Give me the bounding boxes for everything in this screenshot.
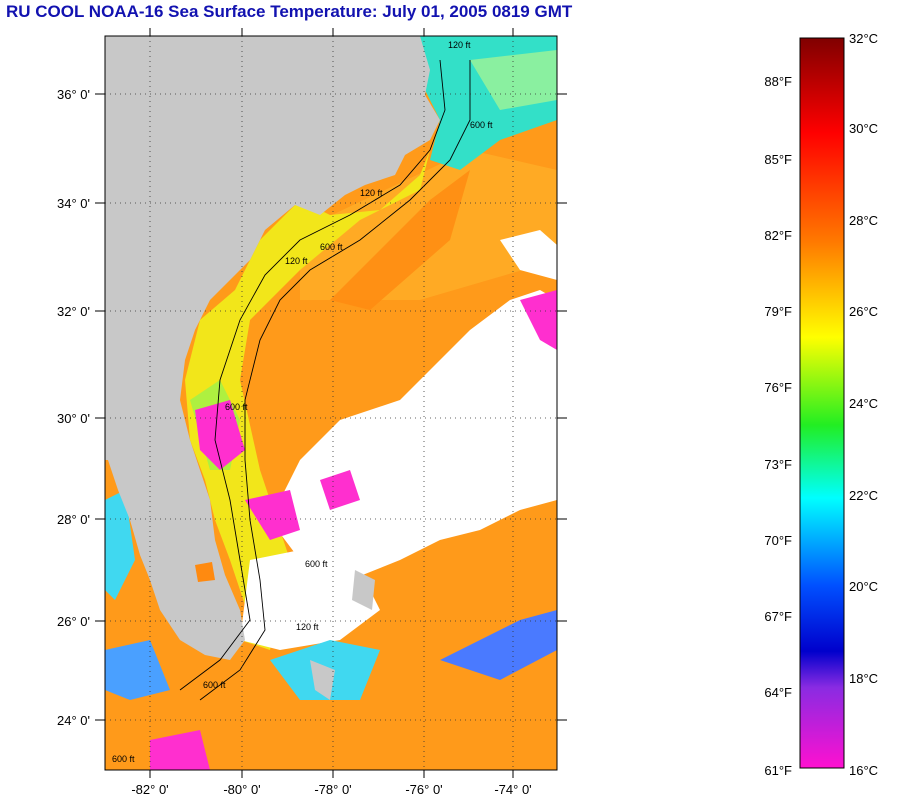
cloud-mass-east: [270, 290, 557, 580]
celsius-label-30: 30°C: [849, 121, 878, 136]
fahrenheit-label-88: 88°F: [764, 74, 792, 89]
fahrenheit-label-61: 61°F: [764, 763, 792, 778]
fahrenheit-label-67: 67°F: [764, 609, 792, 624]
map-border: [104, 35, 558, 771]
cool-south-4: [105, 490, 135, 600]
lat-label-28: 28° 0': [57, 512, 90, 527]
isobath-label: 600 ft: [203, 680, 226, 690]
fahrenheit-label-85: 85°F: [764, 152, 792, 167]
cloud-patch-north: [500, 230, 557, 280]
isobath-label: 600 ft: [305, 559, 328, 569]
map-title: RU COOL NOAA-16 Sea Surface Temperature:…: [6, 2, 573, 21]
land-southeast-us: [105, 36, 440, 660]
celsius-label-20: 20°C: [849, 579, 878, 594]
celsius-label-22: 22°C: [849, 488, 878, 503]
lon-label-82: -82° 0': [131, 782, 168, 797]
celsius-label-28: 28°C: [849, 213, 878, 228]
isobath-label: 600 ft: [320, 242, 343, 252]
celsius-label-26: 26°C: [849, 304, 878, 319]
celsius-label-16: 16°C: [849, 763, 878, 778]
celsius-label-32: 32°C: [849, 31, 878, 46]
map-image-layer: [105, 36, 557, 770]
isobath-label: 600 ft: [225, 402, 248, 412]
cold-pixels-2: [245, 490, 300, 540]
fahrenheit-label-70: 70°F: [764, 533, 792, 548]
isobath-label: 600 ft: [470, 120, 493, 130]
ocean-cool-northeast-2: [470, 50, 557, 110]
lon-label-80: -80° 0': [223, 782, 260, 797]
lat-label-24: 24° 0': [57, 713, 90, 728]
isobath-labels: 120 ft 600 ft 120 ft 600 ft 120 ft 600 f…: [112, 40, 493, 764]
lat-label-26: 26° 0': [57, 614, 90, 629]
cloud-mass-south: [240, 550, 380, 650]
cool-south-2: [105, 640, 170, 700]
isobath-label: 120 ft: [285, 256, 308, 266]
lat-label-32: 32° 0': [57, 304, 90, 319]
fahrenheit-label-79: 79°F: [764, 304, 792, 319]
isobath-label: 120 ft: [296, 622, 319, 632]
land-bahamas-2: [310, 660, 335, 700]
land-bahamas-1: [352, 570, 375, 610]
ocean-coastal-band: [185, 150, 430, 650]
lon-label-74: -74° 0': [494, 782, 531, 797]
lat-label-30: 30° 0': [57, 411, 90, 426]
lat-label-36: 36° 0': [57, 87, 90, 102]
fahrenheit-label-73: 73°F: [764, 457, 792, 472]
isobath-label: 120 ft: [360, 188, 383, 198]
colorbar-gradient: [799, 37, 845, 769]
lon-ticks: [149, 28, 514, 778]
isobath-label: 600 ft: [112, 754, 135, 764]
ocean-gulfstream-core: [330, 170, 470, 310]
graticule: [105, 36, 557, 770]
fahrenheit-label-82: 82°F: [764, 228, 792, 243]
lat-label-34: 34° 0': [57, 196, 90, 211]
cold-pixels-3: [520, 290, 557, 350]
isobath-120ft: [179, 59, 446, 691]
celsius-label-24: 24°C: [849, 396, 878, 411]
celsius-label-18: 18°C: [849, 671, 878, 686]
cold-pixels-1: [195, 400, 245, 470]
lon-label-78: -78° 0': [314, 782, 351, 797]
cool-south-3: [440, 610, 557, 680]
lon-label-76: -76° 0': [405, 782, 442, 797]
fahrenheit-label-64: 64°F: [764, 685, 792, 700]
isobath-600ft: [199, 60, 471, 701]
cold-pixels-5: [150, 730, 210, 770]
cold-pixels-4: [320, 470, 360, 510]
lat-ticks: [95, 93, 567, 721]
land-lake-okeechobee: [195, 562, 215, 582]
isobath-label: 120 ft: [448, 40, 471, 50]
fahrenheit-label-76: 76°F: [764, 380, 792, 395]
